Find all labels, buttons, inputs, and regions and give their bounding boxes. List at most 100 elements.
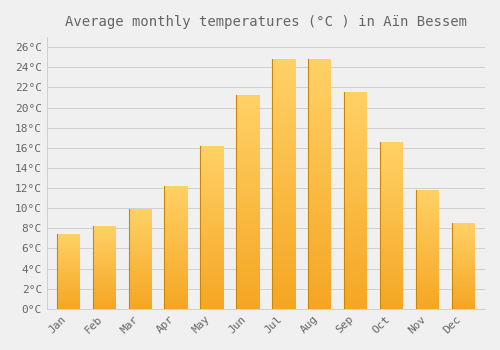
Bar [164, 243, 188, 244]
Bar [344, 218, 368, 220]
Bar [200, 211, 224, 212]
Bar [452, 231, 475, 232]
Bar [308, 286, 332, 289]
Bar [164, 186, 188, 187]
Bar [164, 219, 188, 220]
Bar [380, 159, 404, 160]
Bar [308, 132, 332, 134]
Bar [416, 251, 439, 252]
Bar [272, 129, 295, 132]
Bar [308, 231, 332, 234]
Bar [272, 87, 295, 89]
Bar [236, 215, 260, 217]
Bar [200, 178, 224, 180]
Bar [416, 306, 439, 308]
Bar [380, 204, 404, 205]
Bar [380, 175, 404, 177]
Bar [416, 235, 439, 236]
Bar [92, 244, 116, 245]
Bar [236, 279, 260, 281]
Bar [236, 125, 260, 127]
Bar [308, 209, 332, 211]
Bar [128, 306, 152, 307]
Bar [128, 242, 152, 243]
Bar [344, 127, 368, 129]
Bar [308, 226, 332, 229]
Bar [308, 77, 332, 79]
Bar [308, 194, 332, 196]
Bar [452, 258, 475, 259]
Bar [128, 283, 152, 284]
Bar [380, 170, 404, 172]
Bar [416, 222, 439, 223]
Bar [272, 156, 295, 159]
Bar [236, 249, 260, 251]
Bar [200, 271, 224, 273]
Bar [308, 306, 332, 309]
Bar [308, 167, 332, 169]
Bar [164, 300, 188, 301]
Bar [56, 237, 80, 238]
Bar [380, 210, 404, 212]
Bar [416, 236, 439, 238]
Bar [200, 250, 224, 252]
Bar [380, 224, 404, 225]
Bar [380, 279, 404, 280]
Bar [164, 287, 188, 288]
Bar [236, 289, 260, 292]
Bar [380, 194, 404, 195]
Bar [380, 144, 404, 145]
Bar [128, 264, 152, 265]
Bar [344, 205, 368, 207]
Bar [92, 266, 116, 267]
Bar [92, 292, 116, 293]
Bar [164, 191, 188, 192]
Bar [236, 194, 260, 196]
Bar [344, 147, 368, 149]
Bar [416, 232, 439, 233]
Bar [452, 280, 475, 281]
Bar [272, 281, 295, 284]
Bar [452, 254, 475, 255]
Bar [380, 307, 404, 309]
Bar [452, 239, 475, 240]
Bar [344, 292, 368, 294]
Bar [416, 201, 439, 202]
Bar [308, 256, 332, 259]
Bar [452, 285, 475, 286]
Bar [56, 275, 80, 276]
Bar [200, 157, 224, 159]
Bar [416, 279, 439, 280]
Bar [308, 127, 332, 129]
Bar [452, 308, 475, 309]
Bar [344, 257, 368, 259]
Bar [236, 219, 260, 221]
Bar [452, 251, 475, 252]
Bar [200, 177, 224, 178]
Bar [452, 279, 475, 280]
Bar [416, 266, 439, 267]
Bar [128, 303, 152, 304]
Bar [236, 147, 260, 149]
Bar [308, 191, 332, 194]
Bar [272, 169, 295, 171]
Bar [416, 229, 439, 230]
Bar [92, 252, 116, 253]
Bar [128, 241, 152, 242]
Bar [236, 138, 260, 140]
Bar [200, 274, 224, 276]
Bar [236, 166, 260, 168]
Bar [416, 262, 439, 264]
Bar [128, 220, 152, 221]
Bar [200, 245, 224, 247]
Bar [452, 274, 475, 275]
Bar [200, 265, 224, 266]
Bar [416, 278, 439, 279]
Bar [92, 264, 116, 265]
Bar [344, 298, 368, 300]
Bar [128, 284, 152, 285]
Bar [200, 154, 224, 155]
Bar [128, 210, 152, 211]
Bar [236, 142, 260, 145]
Bar [200, 293, 224, 294]
